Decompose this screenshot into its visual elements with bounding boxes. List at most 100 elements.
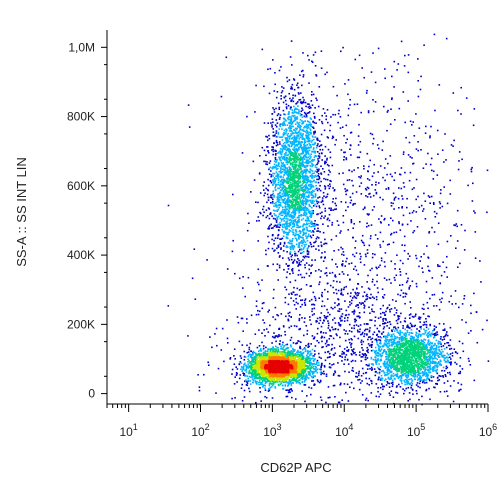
data-point xyxy=(291,222,294,224)
data-point xyxy=(281,139,284,141)
data-point xyxy=(285,157,288,159)
data-point xyxy=(319,380,322,383)
data-point xyxy=(422,313,425,315)
data-point xyxy=(308,199,311,202)
data-point xyxy=(427,342,429,344)
data-point xyxy=(287,312,290,315)
data-point xyxy=(257,216,260,218)
data-point xyxy=(301,107,303,110)
data-point xyxy=(312,147,315,149)
data-point xyxy=(282,101,285,104)
data-point xyxy=(424,370,426,373)
data-point xyxy=(283,242,286,245)
data-point xyxy=(194,298,197,300)
data-point xyxy=(396,392,399,394)
data-point xyxy=(400,40,403,43)
data-point xyxy=(304,148,306,151)
data-point xyxy=(352,359,354,362)
data-point xyxy=(349,104,351,106)
data-point xyxy=(400,167,403,169)
data-point xyxy=(378,368,380,370)
data-point xyxy=(347,107,350,110)
data-point xyxy=(407,381,410,383)
data-point xyxy=(280,313,283,315)
data-point xyxy=(305,177,307,180)
data-point xyxy=(378,372,381,375)
data-point xyxy=(324,160,326,163)
data-point xyxy=(348,313,350,316)
data-point xyxy=(415,313,417,316)
data-point xyxy=(261,146,264,149)
data-point xyxy=(283,157,285,159)
data-point xyxy=(341,248,344,250)
data-point xyxy=(252,381,254,384)
data-point xyxy=(289,151,291,153)
data-point xyxy=(306,249,309,252)
data-point xyxy=(310,159,313,162)
data-point xyxy=(401,339,404,342)
data-point xyxy=(417,385,419,388)
data-point xyxy=(390,370,393,373)
data-point xyxy=(245,369,248,371)
data-point xyxy=(324,162,326,164)
data-point xyxy=(405,376,408,378)
data-point xyxy=(303,148,305,150)
data-point xyxy=(402,153,405,155)
data-point xyxy=(311,376,314,379)
data-point xyxy=(317,245,320,247)
data-point xyxy=(438,345,440,348)
data-point xyxy=(274,306,277,309)
data-point xyxy=(300,352,302,355)
data-point xyxy=(437,264,439,266)
data-point xyxy=(325,401,327,404)
data-point xyxy=(287,127,290,129)
data-point xyxy=(417,80,419,82)
data-point xyxy=(311,211,314,214)
data-point xyxy=(388,327,391,329)
data-point xyxy=(284,226,286,228)
data-point xyxy=(450,358,452,360)
data-point xyxy=(327,184,329,187)
data-point xyxy=(316,139,319,141)
data-point xyxy=(439,391,442,393)
data-point xyxy=(286,246,288,249)
data-point xyxy=(306,162,308,165)
data-point xyxy=(339,127,342,129)
data-point xyxy=(285,146,288,148)
data-point xyxy=(470,168,473,171)
data-point xyxy=(247,372,250,375)
data-point xyxy=(293,286,295,289)
data-point xyxy=(356,315,358,318)
data-point xyxy=(277,181,280,184)
data-point xyxy=(289,246,292,248)
data-point xyxy=(313,358,316,361)
data-point xyxy=(288,215,290,217)
data-point xyxy=(290,133,292,135)
data-point xyxy=(351,311,354,313)
data-point xyxy=(281,149,284,152)
data-point xyxy=(390,339,393,341)
data-point xyxy=(392,372,395,375)
data-point xyxy=(353,255,356,258)
data-point xyxy=(271,149,273,151)
data-point xyxy=(398,222,400,225)
data-point xyxy=(271,167,274,169)
data-point xyxy=(386,369,388,371)
data-point xyxy=(298,235,301,237)
data-point xyxy=(298,209,301,212)
data-point xyxy=(235,374,238,376)
data-point xyxy=(326,109,329,111)
data-point xyxy=(285,167,287,169)
data-point xyxy=(281,178,284,181)
data-point xyxy=(264,160,267,163)
data-point xyxy=(353,311,355,313)
data-point xyxy=(432,337,435,339)
data-point xyxy=(305,172,307,175)
data-point xyxy=(328,366,331,368)
data-point xyxy=(280,98,282,100)
data-point xyxy=(309,117,312,119)
data-point xyxy=(402,327,404,329)
data-point xyxy=(424,323,426,326)
data-point xyxy=(334,275,336,278)
data-point xyxy=(268,217,271,220)
